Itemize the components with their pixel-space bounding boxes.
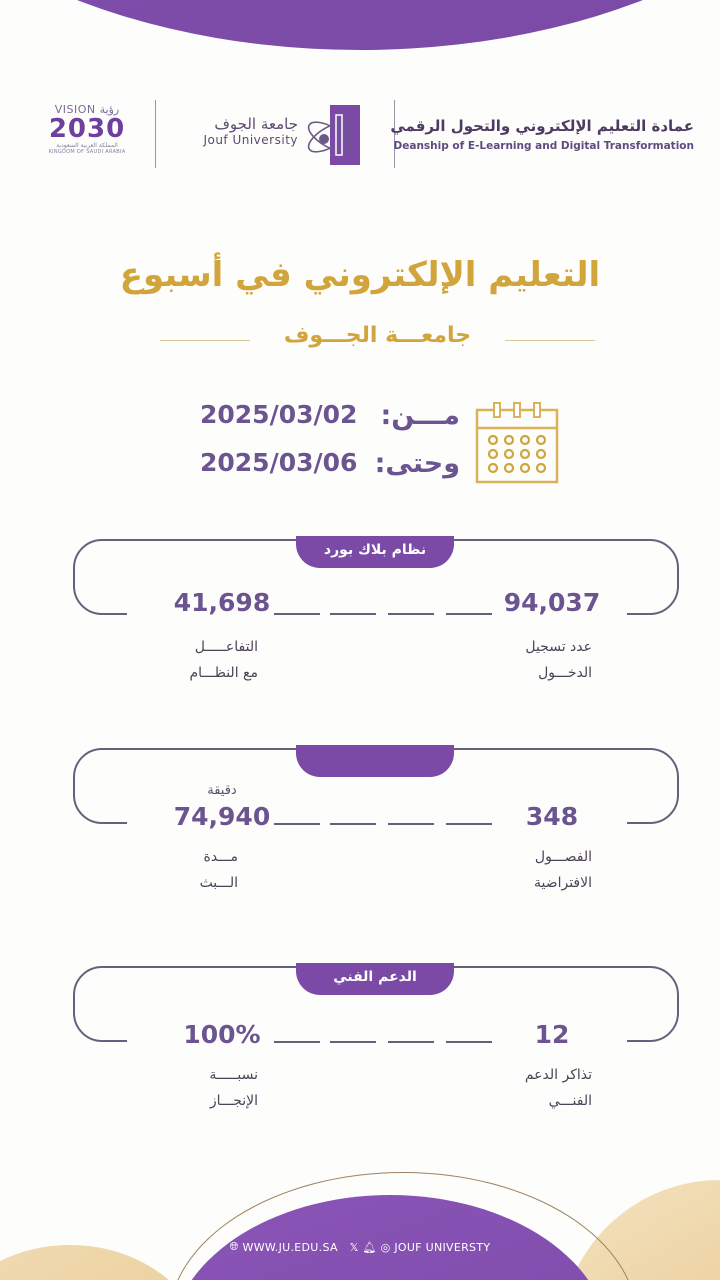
stat-label: التفاعـــــل مع النظـــام bbox=[189, 639, 258, 681]
jouf-university-logo: جامعة الجوف Jouf University bbox=[190, 103, 365, 167]
deanship-name-ar: عمادة التعليم الإلكتروني والتحول الرقمي bbox=[390, 117, 694, 135]
header-logos: VISION رؤية 2030 المملكة العربية السعودي… bbox=[0, 95, 720, 175]
website-link[interactable]: WWW.JU.EDU.SA bbox=[242, 1240, 338, 1254]
stat-label: مـــدة الـــبث bbox=[199, 849, 238, 891]
stat-value: 100% bbox=[183, 1020, 261, 1049]
deanship-logo: عمادة التعليم الإلكتروني والتحول الرقمي … bbox=[390, 117, 694, 152]
divider bbox=[505, 340, 595, 341]
divider bbox=[160, 340, 250, 341]
stats-section-tech-support: الدعم الفني 100% 12 نسبـــــة الإنجـــاز … bbox=[72, 963, 680, 1109]
calendar-icon bbox=[475, 402, 559, 484]
subtitle-row: جامعـــة الجـــوف bbox=[160, 323, 595, 357]
university-name-ar: جامعة الجوف bbox=[214, 115, 298, 133]
section-tab: نظام بلاك بورد bbox=[296, 536, 454, 568]
page-title: التعليم الإلكتروني في أسبوع bbox=[119, 255, 601, 295]
stat-value: 41,698 bbox=[173, 588, 271, 617]
deanship-name-en: Deanship of E-Learning and Digital Trans… bbox=[393, 140, 694, 152]
section-tab: الدعم الفني bbox=[296, 963, 454, 995]
stat-label: الفصـــول الافتراضية bbox=[533, 849, 592, 891]
dash-separator bbox=[274, 1041, 492, 1045]
dash-separator bbox=[274, 613, 492, 617]
university-name-en: Jouf University bbox=[203, 133, 298, 147]
atom-emblem-icon bbox=[307, 105, 360, 165]
stat-value: 12 bbox=[534, 1020, 570, 1049]
top-decorative-arc bbox=[0, 0, 720, 50]
stat-label: تذاكر الدعم الفنـــي bbox=[524, 1067, 592, 1109]
vision-2030-logo: VISION رؤية 2030 المملكة العربية السعودي… bbox=[42, 103, 132, 163]
vision-year: 2030 bbox=[48, 114, 126, 144]
stat-label: عدد تسجيل الدخـــول bbox=[525, 639, 592, 681]
footer: 🌐︎ WWW.JU.EDU.SA 𝕏 🔔︎ ◎ JOUF UNIVERSTY bbox=[0, 1240, 720, 1254]
globe-icon: 🌐︎ bbox=[229, 1240, 239, 1253]
stats-section-blackboard: نظام بلاك بورد 41,698 94,037 التفاعـــــ… bbox=[72, 536, 680, 681]
date-from-value: 2025/03/02 bbox=[200, 400, 358, 429]
date-to-label: وحتى: bbox=[374, 448, 460, 479]
stat-value: 94,037 bbox=[503, 588, 601, 617]
stats-section-virtual-classes: دقيقة 74,940 348 مـــدة الـــبث الفصـــول… bbox=[72, 745, 680, 891]
divider bbox=[394, 100, 395, 168]
date-from-label: مـــن: bbox=[380, 400, 461, 431]
vision-label: VISION رؤية bbox=[54, 103, 120, 116]
page-subtitle: جامعـــة الجـــوف bbox=[283, 323, 472, 348]
snapchat-icon[interactable]: 🔔︎ bbox=[362, 1240, 377, 1254]
social-handle: JOUF UNIVERSTY bbox=[394, 1240, 491, 1254]
vision-ar: المملكة العربية السعودية bbox=[56, 142, 118, 149]
vision-en: KINGDOM OF SAUDI ARABIA bbox=[48, 149, 126, 155]
stat-label: نسبـــــة الإنجـــاز bbox=[209, 1067, 258, 1109]
section-tab bbox=[296, 745, 454, 777]
dash-separator bbox=[274, 823, 492, 827]
divider bbox=[155, 100, 156, 168]
date-to-value: 2025/03/06 bbox=[200, 448, 358, 477]
stat-unit: دقيقة bbox=[207, 783, 237, 798]
stat-value: 348 bbox=[525, 802, 579, 831]
stat-value: 74,940 bbox=[173, 802, 271, 831]
date-from: 2025/03/02 مـــن: bbox=[200, 400, 470, 434]
x-icon[interactable]: 𝕏 bbox=[349, 1240, 359, 1254]
instagram-icon[interactable]: ◎ bbox=[380, 1240, 391, 1254]
date-to: 2025/03/06 وحتى: bbox=[200, 448, 470, 482]
